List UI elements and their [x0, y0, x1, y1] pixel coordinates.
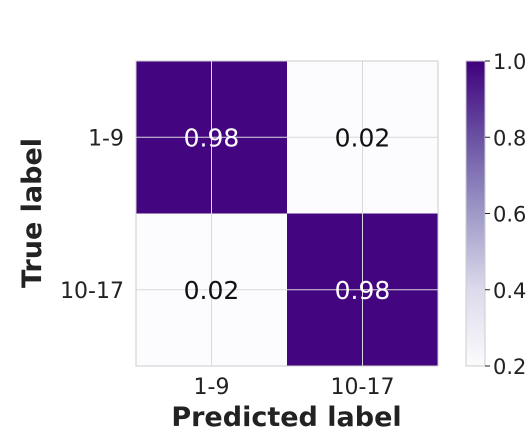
grid-lines: [136, 61, 438, 366]
cell-value-label: 0.98: [335, 276, 391, 305]
x-tick-label: 1-9: [194, 375, 230, 400]
colorbar: [465, 60, 486, 367]
y-tick-label: 1-9: [88, 126, 124, 151]
colorbar-gradient: [465, 60, 486, 367]
colorbar-tick-label: 0.4: [493, 279, 526, 303]
x-axis-label: Predicted label: [171, 402, 401, 433]
colorbar-tick-label: 1.0: [493, 50, 526, 74]
cell-value-label: 0.98: [184, 123, 240, 152]
x-tick-label: 10-17: [331, 375, 395, 400]
heatmap-cells: [136, 61, 438, 366]
colorbar-ticks: 1.0 0.8 0.6 0.4 0.2: [485, 50, 526, 379]
colorbar-tick-label: 0.8: [493, 126, 526, 150]
cell-value-label: 0.02: [335, 123, 391, 152]
colorbar-tick-label: 0.2: [493, 355, 526, 379]
cell-value-label: 0.02: [184, 276, 240, 305]
y-axis-ticks: 1-9 10-17: [60, 126, 124, 304]
y-tick-label: 10-17: [60, 279, 124, 304]
x-axis-ticks: 1-9 10-17: [194, 375, 395, 400]
cell-labels: 0.98 0.02 0.02 0.98: [184, 123, 391, 305]
plot-border: [135, 60, 439, 367]
y-axis-label: True label: [17, 138, 48, 288]
colorbar-tick-label: 0.6: [493, 203, 526, 227]
plot-frame: [135, 60, 439, 367]
